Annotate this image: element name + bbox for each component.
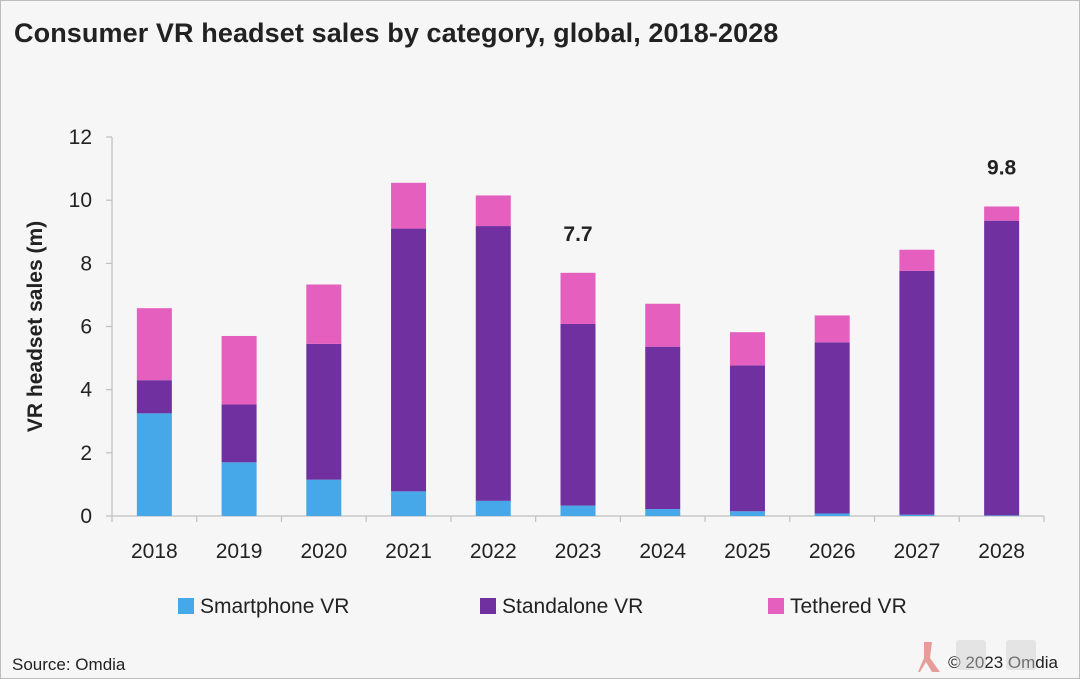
- bar-smartphone-vr-2027: [899, 514, 935, 516]
- bar-standalone-vr-2020: [306, 343, 342, 480]
- bar-tethered-vr-2025: [729, 332, 765, 366]
- watermark-logo: [918, 640, 1036, 672]
- x-tick-label: 2024: [639, 540, 686, 563]
- bar-smartphone-vr-2028: [984, 515, 1020, 516]
- bar-tethered-vr-2018: [136, 308, 172, 381]
- bar-smartphone-vr-2023: [560, 505, 596, 516]
- chart-title: Consumer VR headset sales by category, g…: [14, 18, 779, 48]
- x-tick-label: 2019: [216, 540, 263, 563]
- bar-tethered-vr-2019: [221, 335, 257, 405]
- bar-smartphone-vr-2019: [221, 462, 257, 516]
- x-tick-label: 2025: [724, 540, 771, 563]
- bar-standalone-vr-2026: [814, 342, 850, 514]
- bar-smartphone-vr-2024: [645, 509, 681, 516]
- bar-smartphone-vr-2026: [814, 513, 850, 516]
- y-tick-label: 2: [80, 442, 92, 465]
- x-tick-label: 2028: [978, 540, 1025, 563]
- x-tick-label: 2020: [300, 540, 347, 563]
- bar-standalone-vr-2018: [136, 380, 172, 414]
- y-tick-label: 8: [80, 252, 92, 275]
- total-annotation-2028: 9.8: [987, 156, 1017, 179]
- legend-label-smartphone-vr: Smartphone VR: [200, 595, 349, 618]
- y-tick-label: 4: [80, 379, 92, 402]
- y-tick-label: 12: [69, 126, 92, 149]
- bar-smartphone-vr-2021: [391, 491, 427, 516]
- bar-smartphone-vr-2018: [136, 413, 172, 516]
- y-axis-title: VR headset sales (m): [24, 221, 47, 432]
- total-annotation-2023: 7.7: [563, 223, 592, 246]
- x-tick-label: 2018: [131, 540, 178, 563]
- bar-tethered-vr-2026: [814, 315, 850, 343]
- bar-tethered-vr-2024: [645, 303, 681, 347]
- bar-smartphone-vr-2022: [475, 500, 511, 516]
- bar-tethered-vr-2028: [984, 206, 1020, 221]
- legend-swatch-smartphone-vr: [178, 598, 194, 614]
- bar-smartphone-vr-2020: [306, 479, 342, 516]
- x-tick-label: 2027: [894, 540, 941, 563]
- bar-tethered-vr-2022: [475, 195, 511, 227]
- bar-standalone-vr-2021: [391, 228, 427, 492]
- bar-tethered-vr-2023: [560, 272, 596, 324]
- legend-swatch-standalone-vr: [480, 598, 496, 614]
- bar-standalone-vr-2024: [645, 346, 681, 510]
- bar-smartphone-vr-2025: [729, 511, 765, 516]
- copyright-note: © 2023 Omdia: [948, 653, 1058, 672]
- legend-label-standalone-vr: Standalone VR: [502, 595, 643, 618]
- legend-label-tethered-vr: Tethered VR: [790, 595, 907, 618]
- bar-standalone-vr-2027: [899, 270, 935, 515]
- bar-standalone-vr-2028: [984, 220, 1020, 516]
- x-tick-label: 2026: [809, 540, 856, 563]
- bar-tethered-vr-2027: [899, 249, 935, 271]
- y-tick-label: 0: [80, 505, 92, 528]
- legend-swatch-tethered-vr: [768, 598, 784, 614]
- bar-standalone-vr-2022: [475, 226, 511, 501]
- source-note: Source: Omdia: [12, 655, 126, 674]
- bar-tethered-vr-2020: [306, 284, 342, 344]
- y-tick-label: 6: [80, 316, 92, 339]
- x-tick-label: 2023: [555, 540, 602, 563]
- bar-tethered-vr-2021: [391, 182, 427, 229]
- bar-standalone-vr-2023: [560, 323, 596, 506]
- bar-standalone-vr-2019: [221, 404, 257, 463]
- bar-standalone-vr-2025: [729, 365, 765, 512]
- y-tick-label: 10: [69, 189, 92, 212]
- x-tick-label: 2021: [385, 540, 432, 563]
- x-tick-label: 2022: [470, 540, 517, 563]
